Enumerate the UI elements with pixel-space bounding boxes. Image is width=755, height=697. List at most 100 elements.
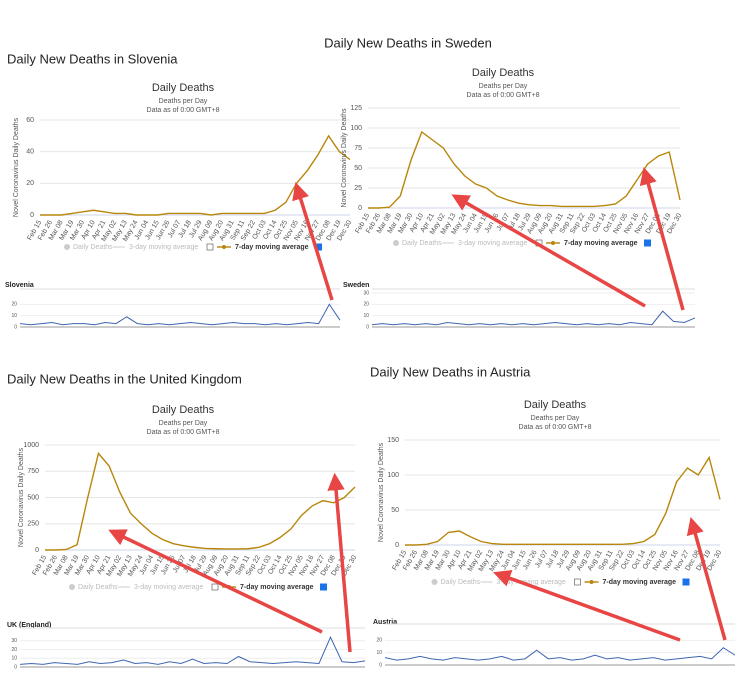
y-axis-label: Novel Coronavirus Daily Deaths [378,442,385,542]
legend-label: 3-day moving average [497,579,566,586]
mini-label: Slovenia [5,282,34,289]
y-tick-label: 0 [35,547,39,554]
legend-label: Daily Deaths [73,244,113,251]
legend-symbol [431,579,438,585]
y-tick-label: 1000 [23,442,39,449]
legend-label: Daily Deaths [441,579,481,586]
y-tick-label: 250 [27,521,39,528]
checkbox [574,578,581,586]
heading: Daily New Deaths in Slovenia [7,51,178,66]
legend-label: 3-day moving average [129,244,198,251]
legend-symbol [69,584,75,590]
legend-label: Daily Deaths [78,584,118,591]
arrow [108,529,323,634]
checkbox [211,583,219,591]
arrow [451,194,646,308]
legend-label: 7-day moving average [240,584,314,591]
chart-note: Data as of 0:00 GMT+8 [147,107,220,114]
series-line [40,134,351,216]
chart-subtitle: Deaths per Day [531,415,580,422]
y-tick-label: 0 [395,542,399,549]
arrow [292,181,334,301]
y-tick-label: 125 [350,105,362,112]
y-tick-label: 500 [27,494,39,501]
chart-note: Data as of 0:00 GMT+8 [467,92,540,99]
mini-y-tick-label: 0 [366,324,369,330]
mini-line [19,303,341,326]
y-tick-label: 750 [27,468,39,475]
checkbox [206,243,214,251]
mini-label: Sweden [343,282,369,289]
arrow [686,516,727,641]
y-tick-label: 0 [358,205,362,212]
legend-symbol [64,244,70,250]
mini-y-tick-label: 20 [363,302,369,308]
mini-y-tick-label: 20 [11,302,17,308]
mini-y-tick-label: 20 [376,638,382,644]
mini-label: Austria [373,619,397,626]
y-tick-label: 25 [354,185,362,192]
mini-label: UK (England) [7,622,51,629]
y-tick-label: 150 [387,437,399,444]
legend-label: 3-day moving average [134,584,203,591]
y-tick-label: 75 [354,145,362,152]
checkbox [315,243,322,251]
mini-y-tick-label: 10 [11,313,17,319]
mini-line [19,636,366,665]
series-line [368,130,681,209]
chart-title: Daily Deaths [524,399,587,411]
legend-label: 7-day moving average [564,240,638,247]
arrow [639,166,685,311]
y-tick-label: 60 [26,117,34,124]
mini-y-tick-label: 30 [11,638,17,644]
legend-symbol [589,580,594,584]
mini-y-tick-label: 10 [11,656,17,662]
mini-line [371,310,696,326]
y-axis-label: Novel Coronavirus Daily Deaths [18,447,25,547]
chart-subtitle: Deaths per Day [159,420,208,427]
legend-symbol [551,241,555,245]
legend-label: 3-day moving average [458,240,527,247]
legend-label: 7-day moving average [603,579,677,586]
heading: Daily New Deaths in the United Kingdom [7,371,242,386]
y-axis-label: Novel Coronavirus Daily Deaths [13,117,20,217]
checkbox [320,583,327,591]
chart-title: Daily Deaths [472,67,535,79]
mini-y-tick-label: 30 [363,290,369,296]
heading: Daily New Deaths in Austria [370,364,531,379]
mini-line [384,647,736,661]
legend-label: 7-day moving average [235,244,309,251]
chart-title: Daily Deaths [152,404,215,416]
chart-subtitle: Deaths per Day [159,98,208,105]
legend-symbol [222,245,226,249]
y-tick-label: 0 [30,212,34,219]
checkbox [644,239,651,247]
mini-y-tick-label: 0 [379,662,382,668]
heading: Daily New Deaths in Sweden [324,35,492,50]
y-tick-label: 50 [354,165,362,172]
mini-y-tick-label: 0 [14,324,17,330]
y-tick-label: 100 [350,125,362,132]
mini-y-tick-label: 10 [363,313,369,319]
mini-y-tick-label: 10 [376,650,382,656]
series-line [405,455,721,546]
charts: Daily New Deaths in Slovenia Daily Deaths… [5,35,736,670]
y-tick-label: 100 [387,472,399,479]
mini-y-tick-label: 0 [14,664,17,670]
y-tick-label: 40 [26,149,34,156]
checkbox [682,578,690,586]
chart-note: Data as of 0:00 GMT+8 [147,429,220,436]
chart-title: Daily Deaths [152,82,215,94]
legend-symbol [393,240,399,246]
series-line [45,451,356,551]
arrow [327,472,352,653]
arrows [108,166,727,653]
chart-note: Data as of 0:00 GMT+8 [519,424,592,431]
arrow [493,569,681,642]
legend-label: Daily Deaths [402,240,442,247]
y-axis-label: Novel Coronavirus Daily Deaths [341,108,348,208]
y-tick-label: 20 [26,180,34,187]
y-tick-label: 50 [391,507,399,514]
mini-y-tick-label: 20 [11,647,17,653]
